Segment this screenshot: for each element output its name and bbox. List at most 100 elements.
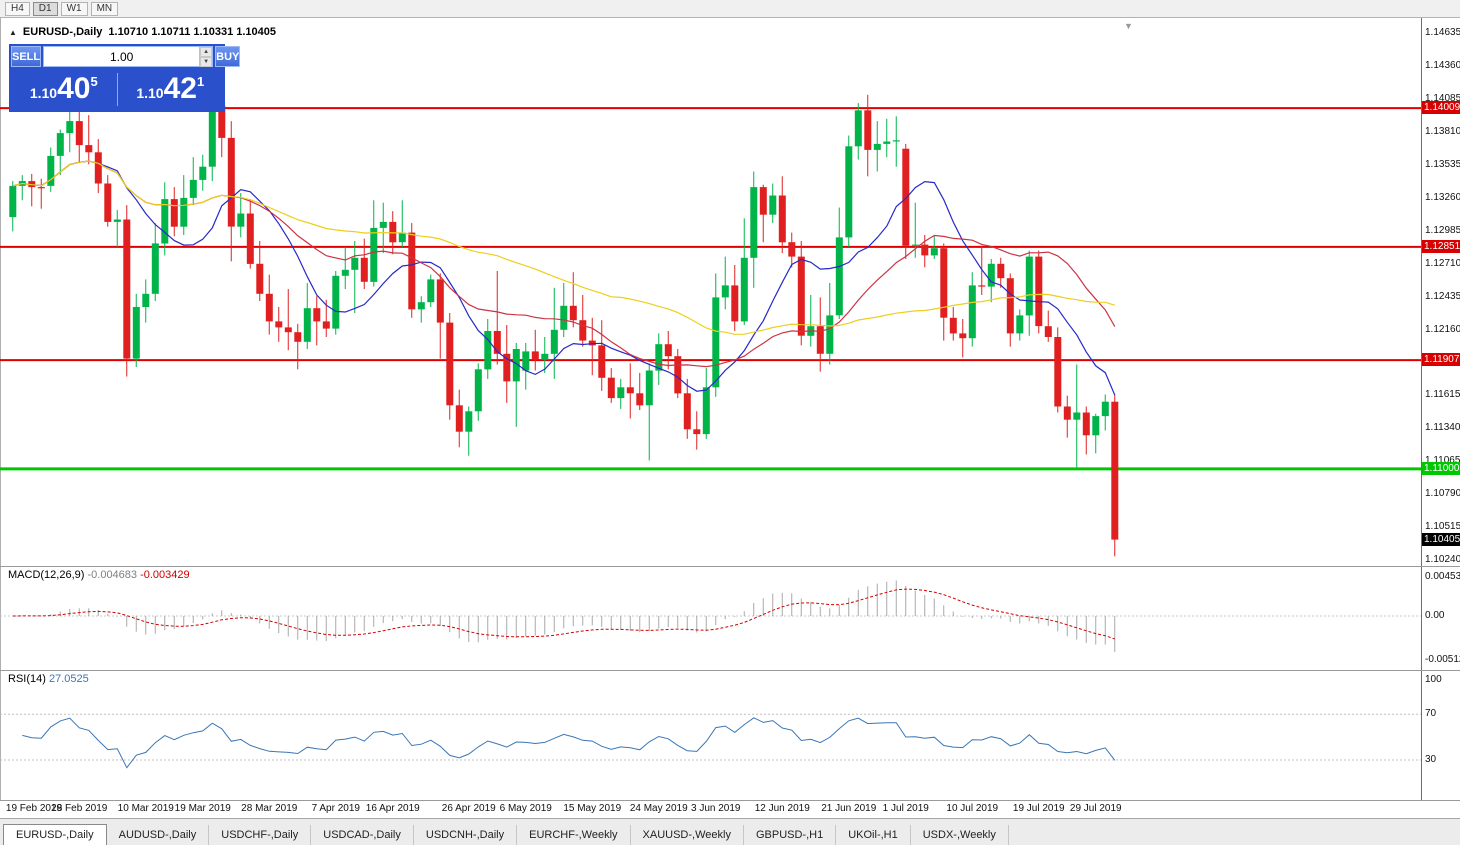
date-axis-label: 1 Jul 2019 [882, 803, 929, 814]
price-axis-label: 100 [1425, 674, 1442, 685]
ask-quote[interactable]: 1.10 42 1 [118, 69, 224, 110]
macd-main-value: -0.004683 [87, 569, 138, 581]
timeframe-button-d1[interactable]: D1 [32, 1, 58, 16]
buy-button[interactable]: BUY [215, 46, 241, 67]
price-badge: 1.14009 [1422, 101, 1460, 115]
date-axis-label: 15 May 2019 [563, 803, 622, 814]
rsi-indicator-label: RSI(14) 27.0525 [8, 673, 89, 685]
timeframe-button-h4[interactable]: H4 [5, 1, 30, 16]
price-axis-label: -0.005122 [1425, 654, 1460, 665]
rsi-name: RSI(14) [8, 673, 46, 685]
price-badge: 1.10405 [1422, 533, 1460, 547]
chart-tab[interactable]: UKOil-,H1 [836, 825, 911, 845]
date-axis-label: 21 Jun 2019 [821, 803, 877, 814]
price-axis-label: 1.14635 [1425, 27, 1460, 38]
price-axis-label: 1.10515 [1425, 521, 1460, 533]
date-axis-label: 24 May 2019 [629, 803, 688, 814]
date-axis-label: 28 Feb 2019 [51, 803, 108, 814]
time-axis-divider [0, 800, 1460, 801]
rsi-line [22, 717, 1116, 769]
chart-tab[interactable]: GBPUSD-,H1 [744, 825, 837, 845]
sell-button[interactable]: SELL [11, 46, 42, 67]
moving-average-line [12, 160, 1116, 396]
date-axis-label: 16 Apr 2019 [365, 803, 420, 814]
trade-controls-row: SELL ▲ ▼ BUY [11, 46, 241, 67]
price-axis-label: 0.004532 [1425, 571, 1460, 582]
candles [9, 94, 1119, 557]
macd-panel-splitter[interactable] [0, 566, 1460, 567]
price-badge: 1.11000 [1422, 461, 1460, 475]
chart-symbol-label: EURUSD-,Daily [22, 26, 103, 38]
price-axis-label: 1.12710 [1425, 257, 1460, 269]
chart-tab[interactable]: AUDUSD-,Daily [107, 825, 210, 845]
bid-pipette: 5 [90, 74, 98, 89]
bid-quote[interactable]: 1.10 40 5 [11, 69, 117, 110]
price-axis-label: 1.10790 [1425, 488, 1460, 500]
volume-field: ▲ ▼ [43, 46, 214, 67]
price-axis-label: 30 [1425, 754, 1437, 765]
rsi-panel-splitter[interactable] [0, 670, 1460, 671]
macd-signal-value: -0.003429 [140, 569, 190, 581]
rsi-value: 27.0525 [48, 673, 89, 685]
date-axis-label: 28 Mar 2019 [241, 803, 298, 814]
price-axis-label: 1.14085 [1425, 92, 1460, 104]
collapse-triangle-icon[interactable]: ▲ [9, 27, 17, 37]
price-axis-label: 1.13535 [1425, 158, 1460, 170]
ask-pipette: 1 [196, 74, 205, 89]
timeframe-toolbar: H4 D1 W1 MN [0, 0, 1460, 18]
price-axis-label: 1.12435 [1425, 290, 1460, 302]
volume-input[interactable] [44, 47, 200, 66]
date-axis-label: 19 Mar 2019 [174, 803, 231, 814]
price-axis-label: 1.12160 [1425, 323, 1460, 335]
price-badge: 1.12851 [1422, 239, 1460, 253]
macd-signal-line [12, 588, 1115, 640]
chart-tab[interactable]: EURUSD-,Daily [3, 824, 107, 845]
price-axis-label: 0.00 [1425, 610, 1445, 621]
timeframe-button-w1[interactable]: W1 [60, 1, 88, 16]
price-axis-label: 1.11065 [1425, 455, 1460, 467]
quote-row: 1.10 40 5 1.10 42 1 [11, 69, 223, 110]
volume-down-icon[interactable]: ▼ [200, 57, 213, 67]
date-axis-label: 26 Apr 2019 [441, 803, 496, 814]
chart-shift-marker-icon[interactable]: ▼ [1124, 21, 1133, 31]
ask-prefix: 1.10 [136, 85, 164, 101]
timeframe-button-mn[interactable]: MN [90, 1, 119, 16]
chart-tab[interactable]: USDX-,Weekly [911, 825, 1009, 845]
ask-big-digits: 42 [163, 72, 197, 105]
date-axis-label: 19 Jul 2019 [1012, 803, 1065, 814]
macd-histogram [21, 580, 1116, 652]
volume-up-icon[interactable]: ▲ [200, 47, 213, 57]
chart-tab[interactable]: USDCHF-,Daily [209, 825, 312, 845]
volume-spinner: ▲ ▼ [199, 47, 213, 67]
date-axis-label: 10 Mar 2019 [117, 803, 174, 814]
bid-prefix: 1.10 [29, 85, 58, 101]
date-axis-label: 6 May 2019 [499, 803, 552, 814]
chart-tab[interactable]: XAUUSD-,Weekly [631, 825, 744, 845]
macd-name: MACD(12,26,9) [8, 569, 85, 581]
date-axis-label: 3 Jun 2019 [691, 803, 741, 814]
chart-ohlc-values: 1.10710 1.10711 1.10331 1.10405 [108, 26, 277, 38]
bid-big-digits: 40 [57, 72, 91, 105]
quote-divider [116, 73, 118, 106]
time-axis[interactable]: 19 Feb 2019 28 Feb 2019 10 Mar 2019 19 Mar … [0, 800, 1460, 818]
price-axis[interactable]: 1.14635 1.14360 1.14085 1.13810 1.13535 1.132… [1421, 18, 1460, 800]
price-axis-label: 1.12985 [1425, 224, 1460, 236]
chart-tab[interactable]: EURCHF-,Weekly [517, 825, 631, 845]
chart-tabs-bar: EURUSD-,Daily AUDUSD-,Daily USDCHF-,Daily U… [0, 818, 1460, 845]
price-axis-label: 1.10240 [1425, 554, 1460, 565]
moving-average-line [12, 160, 1115, 335]
date-axis-label: 12 Jun 2019 [754, 803, 810, 814]
chart-tab[interactable]: USDCAD-,Daily [311, 825, 414, 845]
price-axis-label: 1.11340 [1425, 422, 1460, 434]
price-axis-label: 1.13260 [1425, 191, 1460, 203]
date-axis-label: 7 Apr 2019 [311, 803, 360, 814]
price-axis-label: 70 [1425, 708, 1437, 719]
chart-title: ▲ EURUSD-,Daily 1.10710 1.10711 1.10331 … [9, 26, 276, 38]
date-axis-label: 19 Feb 2019 [5, 803, 63, 814]
chart-tab[interactable]: USDCNH-,Daily [414, 825, 518, 845]
macd-indicator-label: MACD(12,26,9) -0.004683 -0.003429 [8, 569, 190, 581]
price-axis-label: 1.11615 [1425, 389, 1460, 401]
